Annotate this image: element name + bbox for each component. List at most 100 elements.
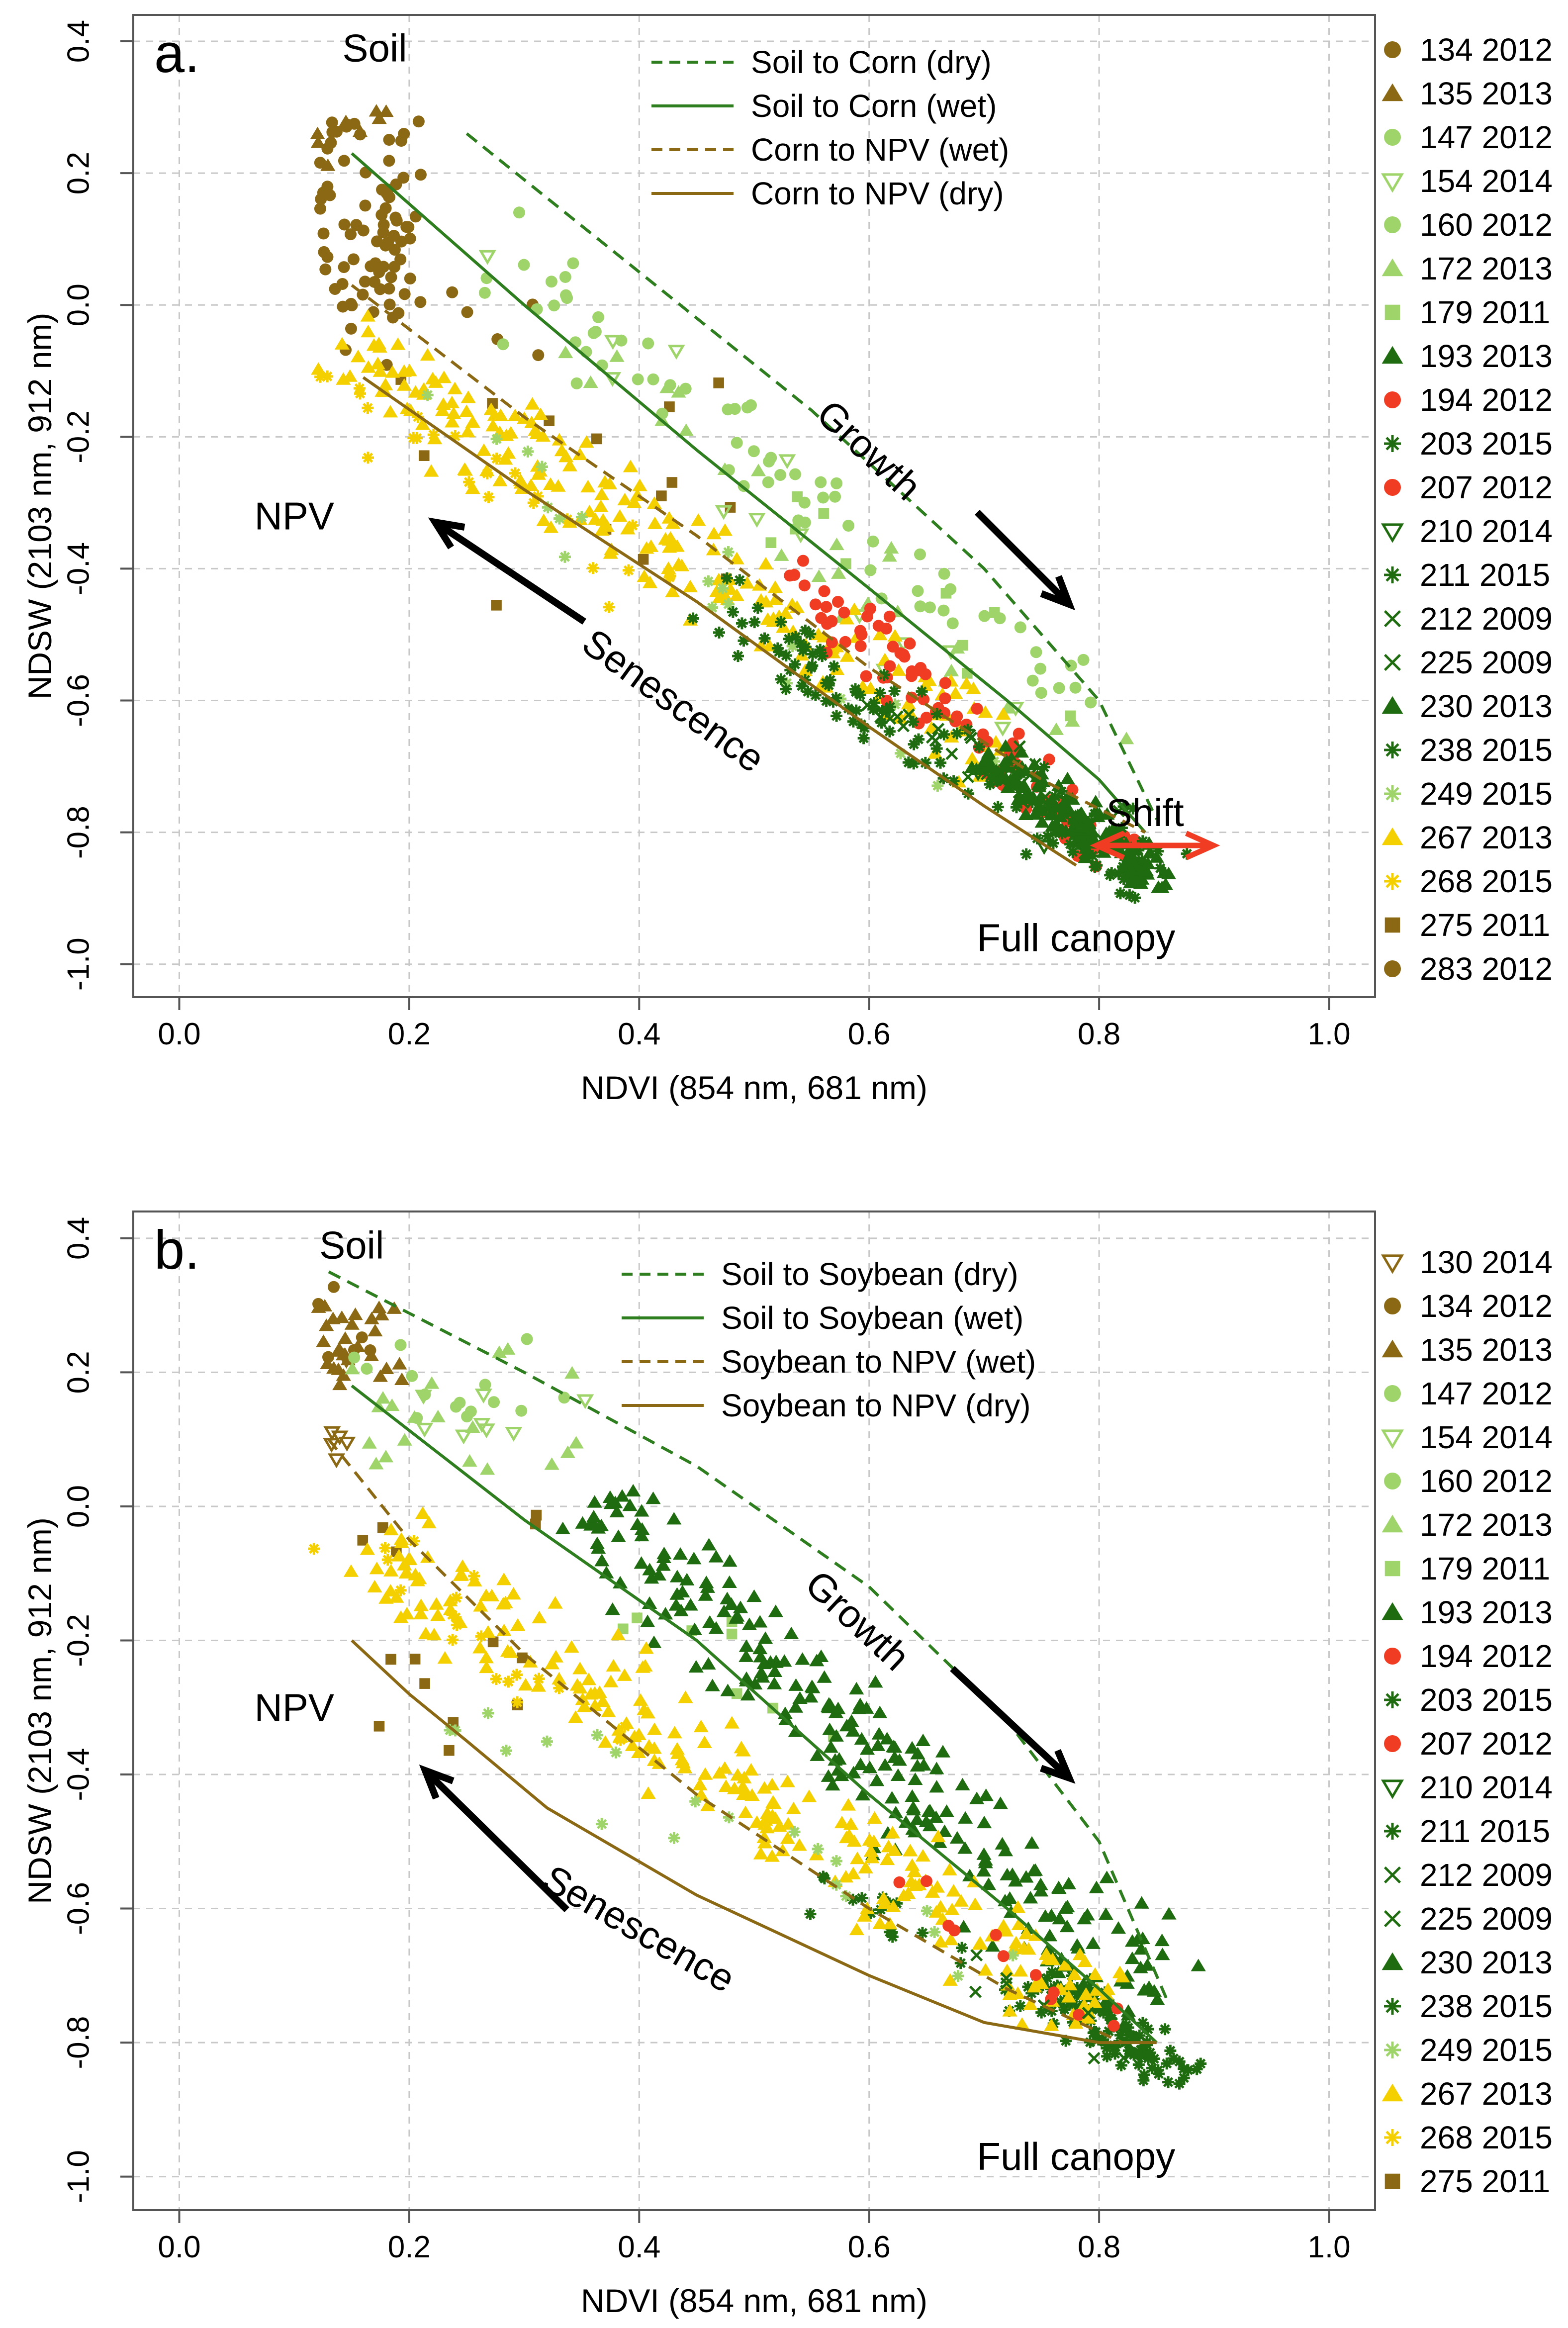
legend-label: 134 2012 — [1420, 1288, 1553, 1324]
point-267-2013 — [391, 1549, 407, 1562]
point-275-2011 — [656, 490, 667, 501]
point-203-2015 — [931, 708, 943, 720]
point-135-2013 — [392, 1357, 407, 1370]
point-268-2015 — [502, 1676, 515, 1688]
point-203-2015 — [1047, 837, 1059, 849]
point-147-2012 — [521, 1333, 533, 1345]
point-230-2013 — [753, 1650, 768, 1663]
point-134-2012 — [395, 135, 407, 147]
point-267-2013 — [933, 1900, 948, 1913]
point-212-2009 — [1013, 740, 1026, 753]
point-267-2013 — [743, 1763, 759, 1776]
point-230-2013 — [672, 1547, 688, 1560]
point-203-2015 — [1115, 822, 1128, 834]
point-268-2015 — [587, 562, 599, 574]
point-230-2013 — [977, 1815, 992, 1829]
point-154-2014 — [778, 454, 796, 469]
point-238-2015 — [1137, 2074, 1150, 2087]
point-203-2015 — [867, 703, 880, 716]
point-267-2013 — [458, 463, 473, 476]
point-267-2013 — [455, 1559, 470, 1572]
point-267-2013 — [495, 1596, 511, 1610]
point-267-2013 — [864, 1851, 880, 1863]
point-147-2012 — [679, 382, 692, 395]
legend-marker — [1382, 1602, 1403, 1620]
point-203-2015 — [1022, 1981, 1034, 1993]
point-203-2015 — [736, 617, 748, 630]
point-267-2013 — [580, 479, 596, 493]
point-230-2013 — [822, 1722, 837, 1735]
point-194-2012 — [1013, 728, 1025, 740]
point-238-2015 — [1152, 2068, 1165, 2080]
point-249-2015 — [668, 1832, 680, 1844]
point-230-2013 — [756, 1656, 772, 1670]
annotation-full-canopy: Full canopy — [977, 916, 1175, 960]
legend-marker — [1382, 258, 1403, 277]
legend-marker — [1382, 827, 1403, 845]
point-267-2013 — [401, 1552, 416, 1566]
point-267-2013 — [599, 519, 615, 532]
point-268-2015 — [482, 491, 495, 503]
point-267-2013 — [908, 1878, 923, 1891]
point-267-2013 — [1112, 1965, 1127, 1978]
point-147-2012 — [513, 206, 525, 219]
point-267-2013 — [863, 1844, 879, 1857]
x-tick-label: 0.6 — [848, 2230, 891, 2264]
point-172-2013 — [884, 541, 899, 554]
point-267-2013 — [641, 1739, 657, 1752]
point-267-2013 — [603, 1675, 619, 1687]
point-203-2015 — [1115, 2059, 1127, 2071]
line-soil-to-soybean-wet- — [351, 1385, 1158, 2044]
point-267-2013 — [1016, 1941, 1031, 1954]
legend-marker — [1384, 1561, 1400, 1577]
point-238-2015 — [1178, 2062, 1190, 2075]
point-267-2013 — [930, 1829, 946, 1843]
point-249-2015 — [722, 546, 735, 559]
point-267-2013 — [1015, 2017, 1030, 2030]
point-267-2013 — [496, 1573, 512, 1585]
point-134-2012 — [404, 273, 416, 285]
point-230-2013 — [622, 1498, 638, 1511]
legend-label: 249 2015 — [1420, 2032, 1553, 2068]
point-203-2015 — [992, 801, 1004, 813]
point-160-2012 — [1014, 621, 1026, 634]
point-230-2013 — [688, 1660, 704, 1673]
point-134-2012 — [385, 271, 397, 283]
point-172-2013 — [678, 423, 694, 436]
point-147-2012 — [765, 452, 777, 464]
point-212-2009 — [1016, 796, 1030, 809]
point-230-2013 — [985, 1939, 1001, 1952]
point-203-2015 — [1049, 803, 1062, 815]
point-147-2012 — [762, 476, 774, 488]
point-230-2013 — [905, 1789, 920, 1802]
point-203-2015 — [794, 637, 807, 650]
point-238-2015 — [1195, 2057, 1207, 2070]
point-230-2013 — [823, 1740, 838, 1753]
point-238-2015 — [1161, 2057, 1173, 2070]
legend-marker — [1384, 1735, 1401, 1752]
point-203-2015 — [868, 697, 880, 709]
point-267-2013 — [846, 602, 862, 615]
point-267-2013 — [370, 357, 385, 370]
point-267-2013 — [1077, 1954, 1093, 1967]
point-249-2015 — [610, 1746, 622, 1759]
point-267-2013 — [753, 1847, 768, 1860]
point-134-2012 — [404, 232, 416, 245]
point-275-2011 — [666, 477, 678, 488]
point-179-2011 — [792, 491, 803, 502]
point-230-2013 — [849, 1681, 864, 1695]
point-160-2012 — [792, 514, 805, 527]
point-267-2013 — [360, 1542, 375, 1555]
point-172-2013 — [750, 464, 766, 476]
point-194-2012 — [1107, 2020, 1120, 2032]
point-154-2014 — [416, 1422, 434, 1438]
legend-label: 193 2013 — [1420, 338, 1553, 374]
point-172-2013 — [491, 1345, 507, 1358]
point-134-2012 — [319, 263, 332, 276]
point-267-2013 — [730, 1768, 745, 1781]
point-267-2013 — [498, 452, 513, 465]
point-203-2015 — [1041, 830, 1054, 842]
line-legend: Soil to Soybean (dry) Soil to Soybean (we… — [622, 1256, 1036, 1423]
axes: 0.0 0.2 0.4 0.6 0.8 1.0 -1.0 -0.8 -0.6 -0.4 -0.2 0.… — [21, 20, 1351, 1106]
legend-marker — [1384, 1910, 1401, 1928]
